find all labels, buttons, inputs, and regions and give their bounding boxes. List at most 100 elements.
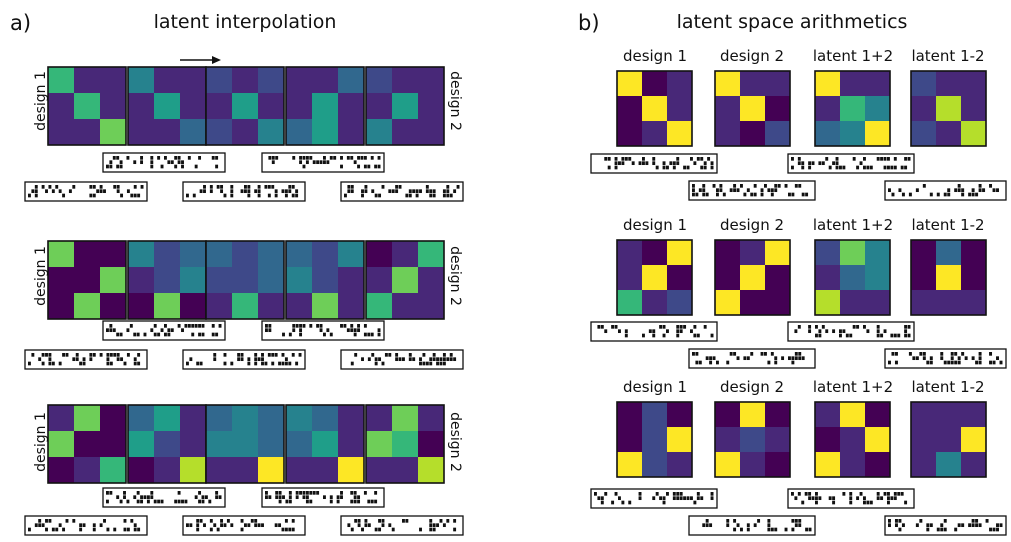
heatmap-cell [312, 67, 339, 94]
heatmap-cell [338, 293, 365, 320]
heatmap-cell [366, 119, 393, 146]
heatmap-cell [715, 71, 741, 97]
heatmap-cell [338, 241, 365, 268]
heatmap-cell [154, 457, 181, 484]
heatmap-cell [366, 405, 393, 432]
g1-label-diff: latent 1-2 [911, 47, 984, 65]
heatmap-cell [312, 119, 339, 146]
heatmap-cell [642, 452, 668, 478]
heatmap-cell [312, 93, 339, 120]
code-strip-a2-3 [24, 349, 148, 370]
heatmap-cell [312, 431, 339, 458]
heatmap-cell [765, 96, 791, 122]
heatmap-cell [642, 402, 668, 428]
heatmap-frame [285, 404, 365, 484]
heatmap-cell [936, 121, 962, 147]
heatmap-cell [865, 452, 891, 478]
heatmap-cell [286, 405, 313, 432]
heatmap-cell [815, 96, 841, 122]
interp-heatmap-r3-c4 [285, 404, 365, 484]
heatmap-cell [840, 96, 866, 122]
heatmap-cell [258, 67, 285, 94]
heatmap-cell [715, 121, 741, 147]
heatmap-cell [232, 293, 259, 320]
heatmap-cell [232, 457, 259, 484]
heatmap-cell [715, 452, 741, 478]
heatmap-cell [286, 267, 313, 294]
heatmap-cell [206, 431, 233, 458]
panel-a-letter: a) [10, 11, 31, 35]
heatmap-cell [815, 290, 841, 316]
heatmap-cell [180, 431, 207, 458]
heatmap-cell [667, 240, 693, 266]
heatmap-cell [74, 431, 101, 458]
heatmap-cell [128, 241, 155, 268]
heatmap-cell [642, 121, 668, 147]
heatmap-cell [840, 71, 866, 97]
heatmap-cell [338, 67, 365, 94]
heatmap-cell [100, 267, 127, 294]
heatmap-cell [180, 67, 207, 94]
arith-heatmap-g3-c1 [616, 401, 693, 478]
arith-heatmap-g1-c1 [616, 70, 693, 147]
heatmap-cell [865, 290, 891, 316]
heatmap-cell [48, 405, 75, 432]
heatmap-cell [48, 119, 75, 146]
heatmap-cell [128, 293, 155, 320]
heatmap-cell [961, 240, 987, 266]
interp-heatmap-r2-c4 [285, 240, 365, 320]
g1-label-design1: design 1 [623, 47, 687, 65]
heatmap-cell [232, 241, 259, 268]
heatmap-cell [961, 96, 987, 122]
heatmap-cell [740, 290, 766, 316]
heatmap-cell [865, 121, 891, 147]
heatmap-cell [617, 265, 643, 291]
heatmap-cell [232, 431, 259, 458]
heatmap-cell [128, 119, 155, 146]
heatmap-cell [366, 293, 393, 320]
heatmap-cell [740, 96, 766, 122]
code-strip-b1-3 [688, 180, 816, 201]
code-strip-b2-1 [590, 321, 718, 342]
heatmap-frame [616, 70, 693, 147]
code-strip-a2-5 [340, 349, 464, 370]
interp-heatmap-r2-c1 [47, 240, 127, 320]
heatmap-cell [154, 405, 181, 432]
heatmap-cell [667, 121, 693, 147]
interp-heatmap-r1-c2 [127, 66, 207, 146]
heatmap-frame [616, 401, 693, 478]
heatmap-cell [180, 293, 207, 320]
heatmap-cell [180, 241, 207, 268]
heatmap-cell [206, 457, 233, 484]
heatmap-cell [128, 67, 155, 94]
heatmap-frame [47, 404, 127, 484]
heatmap-cell [48, 293, 75, 320]
heatmap-cell [715, 240, 741, 266]
code-strip-a1-4 [182, 181, 306, 202]
heatmap-cell [865, 265, 891, 291]
g3-label-diff: latent 1-2 [911, 378, 984, 396]
heatmap-cell [100, 293, 127, 320]
code-strip-a3-4 [182, 515, 306, 536]
heatmap-cell [258, 267, 285, 294]
heatmap-frame [285, 240, 365, 320]
heatmap-cell [232, 67, 259, 94]
heatmap-cell [911, 427, 937, 453]
heatmap-cell [715, 427, 741, 453]
heatmap-cell [815, 240, 841, 266]
heatmap-cell [667, 265, 693, 291]
heatmap-frame [365, 404, 445, 484]
heatmap-cell [312, 241, 339, 268]
heatmap-cell [715, 265, 741, 291]
heatmap-cell [100, 67, 127, 94]
g2-label-diff: latent 1-2 [911, 216, 984, 234]
heatmap-cell [642, 96, 668, 122]
heatmap-frame [814, 401, 891, 478]
heatmap-cell [366, 241, 393, 268]
binary-code-layer [24, 152, 1007, 536]
g1-label-sum: latent 1+2 [813, 47, 893, 65]
heatmap-cell [366, 431, 393, 458]
heatmap-cell [74, 67, 101, 94]
interp-heatmap-r3-c3 [205, 404, 285, 484]
heatmap-frame [365, 240, 445, 320]
